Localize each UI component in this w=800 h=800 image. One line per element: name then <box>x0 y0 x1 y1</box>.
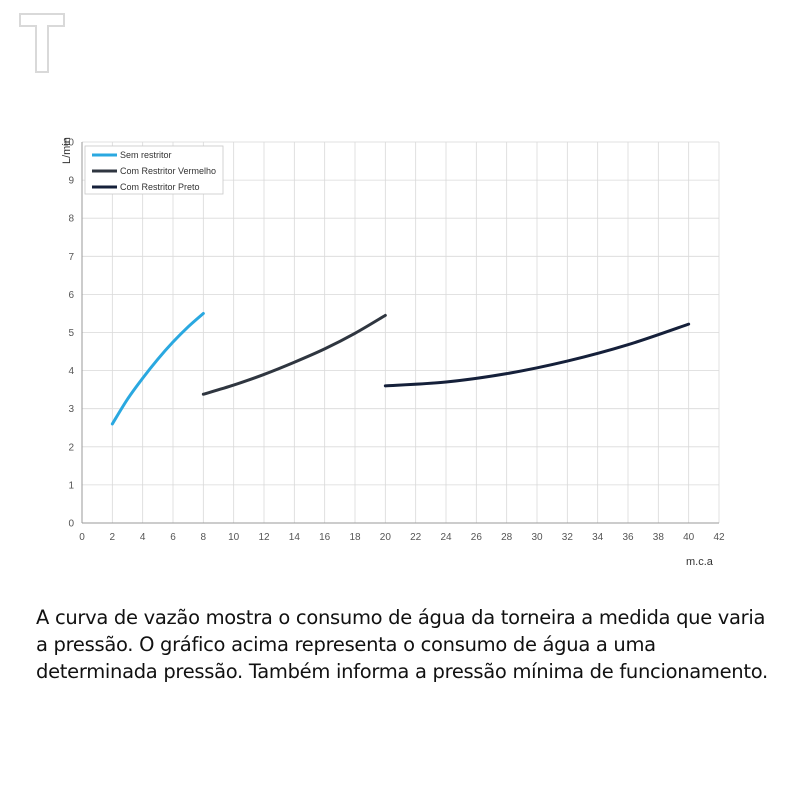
t-logo-icon <box>19 13 65 73</box>
chart-grid <box>82 141 720 523</box>
x-tick-label: 6 <box>170 532 176 543</box>
x-tick-label: 30 <box>531 532 543 543</box>
x-tick-label: 38 <box>653 532 665 543</box>
chart-axes <box>81 142 719 524</box>
series-line-1 <box>110 311 205 426</box>
x-tick-label: 14 <box>289 532 301 543</box>
x-tick-label: 8 <box>201 532 207 543</box>
y-axis-title: L/min <box>61 137 73 164</box>
y-tick-label: 3 <box>68 404 74 415</box>
series-line-2 <box>201 313 387 396</box>
legend-label: Com Restritor Vermelho <box>120 166 216 176</box>
x-tick-label: 42 <box>713 532 725 543</box>
x-tick-label: 28 <box>501 532 513 543</box>
x-tick-label: 18 <box>349 532 361 543</box>
x-tick-label: 24 <box>440 532 452 543</box>
chart-caption: A curva de vazão mostra o consumo de águ… <box>36 606 768 683</box>
y-tick-label: 0 <box>68 519 74 530</box>
x-tick-label: 16 <box>319 532 331 543</box>
chart-legend: Sem restritor Com Restritor Vermelho Com R… <box>84 145 224 195</box>
y-tick-label: 7 <box>68 252 74 263</box>
x-axis-title: m.c.a <box>686 556 714 568</box>
x-tick-label: 2 <box>110 532 116 543</box>
y-tick-label: 8 <box>68 214 74 225</box>
chart-series <box>110 311 691 426</box>
y-tick-label: 2 <box>68 442 74 453</box>
x-tick-label: 32 <box>562 532 574 543</box>
chart-tick-labels: 0 2 4 6 8 10 12 14 16 18 20 22 24 26 28 30 32 34 36 38 40 420… <box>63 138 725 544</box>
y-tick-label: 6 <box>68 290 74 301</box>
x-tick-label: 34 <box>592 532 604 543</box>
x-tick-label: 20 <box>380 532 392 543</box>
legend-label: Com Restritor Preto <box>120 182 200 192</box>
x-tick-label: 40 <box>683 532 695 543</box>
x-tick-label: 4 <box>140 532 146 543</box>
x-tick-label: 26 <box>471 532 483 543</box>
flow-rate-chart: 0 2 4 6 8 10 12 14 16 18 20 22 24 26 28 30 32 34 36 38 40 420… <box>61 137 725 568</box>
y-tick-label: 9 <box>68 176 74 187</box>
x-tick-label: 12 <box>258 532 270 543</box>
x-tick-label: 36 <box>622 532 634 543</box>
x-tick-label: 10 <box>228 532 240 543</box>
y-tick-label: 1 <box>68 480 74 491</box>
x-tick-label: 22 <box>410 532 422 543</box>
series-line-3 <box>383 322 691 388</box>
y-tick-label: 10 <box>63 138 75 149</box>
x-tick-label: 0 <box>79 532 85 543</box>
legend-label: Sem restritor <box>120 150 172 160</box>
y-tick-label: 5 <box>68 328 74 339</box>
y-tick-label: 4 <box>68 366 74 377</box>
